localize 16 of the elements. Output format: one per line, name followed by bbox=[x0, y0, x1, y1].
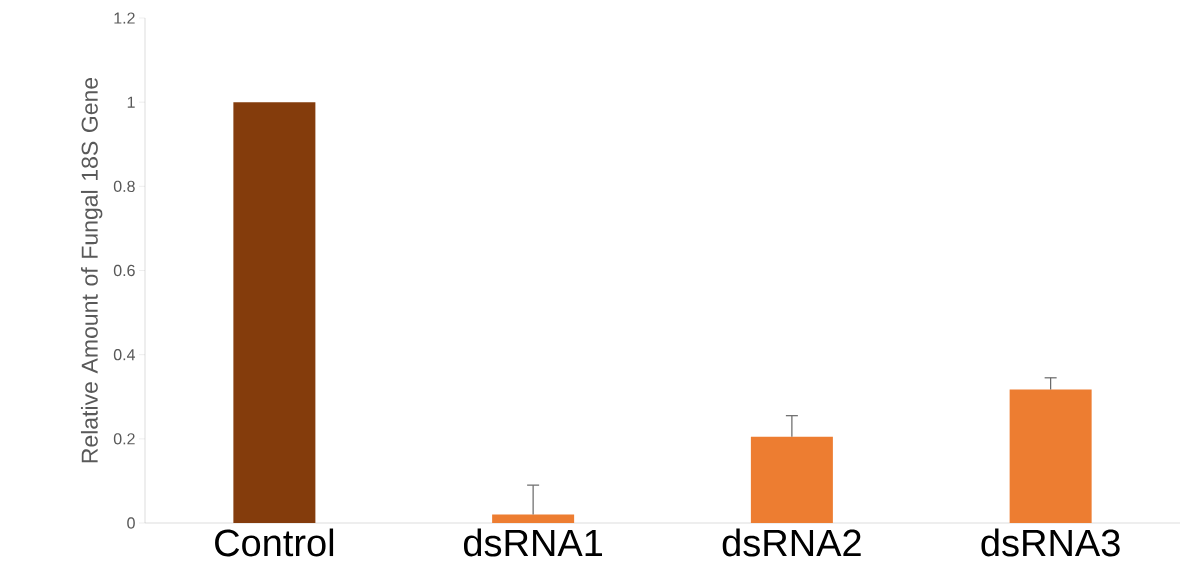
bar bbox=[1009, 389, 1092, 523]
bar bbox=[750, 436, 833, 523]
y-tick-label: 0.6 bbox=[113, 264, 135, 277]
y-axis-title: Relative Amount of Fungal 18S Gene bbox=[80, 77, 103, 463]
y-tick-label: 0 bbox=[127, 517, 135, 529]
x-tick-label: Control bbox=[215, 528, 334, 557]
y-tick-label: 0.2 bbox=[113, 433, 135, 445]
bar bbox=[492, 514, 575, 523]
y-tick-label: 0.4 bbox=[113, 349, 136, 361]
bar bbox=[233, 102, 316, 523]
y-tick-label: 0.8 bbox=[113, 180, 135, 192]
y-tick-label: 1.2 bbox=[114, 12, 135, 24]
x-tick-label: dsRNA2 bbox=[722, 528, 861, 557]
x-tick-label: dsRNA1 bbox=[463, 528, 603, 557]
x-tick-label: dsRNA3 bbox=[981, 528, 1120, 557]
y-tick-label: 1 bbox=[127, 96, 135, 108]
